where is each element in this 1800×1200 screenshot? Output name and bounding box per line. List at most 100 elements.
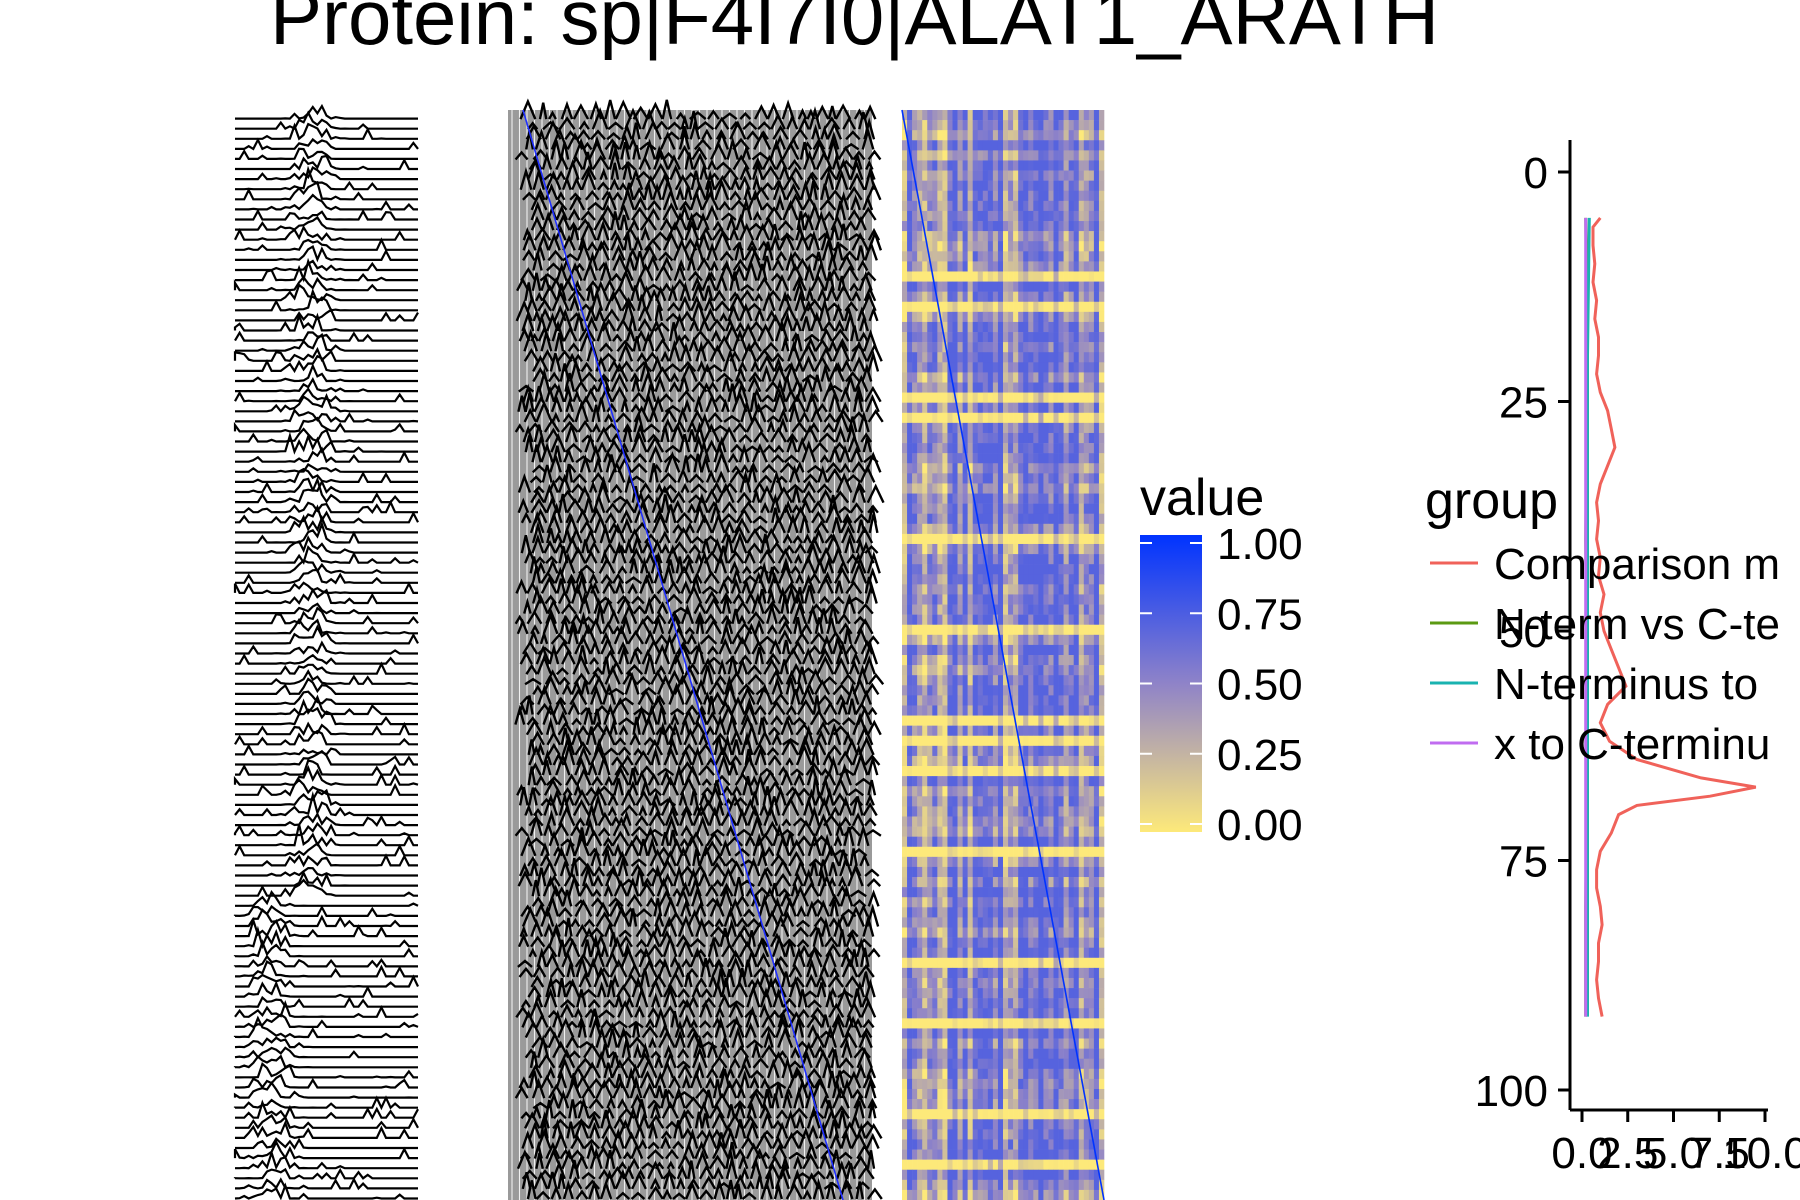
- heat-cell: [932, 988, 938, 999]
- heat-cell: [912, 261, 918, 272]
- heat-cell: [992, 1078, 999, 1090]
- heat-cell: [932, 594, 938, 605]
- heat-cell: [1013, 1159, 1019, 1171]
- heat-cell: [987, 574, 994, 585]
- heat-cell: [912, 705, 918, 716]
- heat-cell: [992, 685, 999, 696]
- heat-cell: [1013, 443, 1019, 454]
- heat-cell: [947, 564, 953, 575]
- heat-cell: [932, 513, 938, 525]
- alignment-glyph-row: [520, 500, 877, 524]
- heat-cell: [922, 745, 928, 757]
- heat-cell: [977, 1068, 984, 1080]
- heat-cell: [1013, 1109, 1019, 1120]
- heat-cell: [992, 745, 999, 757]
- heat-cell: [1023, 917, 1029, 928]
- heat-cell: [962, 836, 968, 848]
- heat-cell: [1023, 150, 1029, 161]
- heat-cell: [977, 735, 984, 747]
- heat-cell: [1023, 483, 1029, 494]
- heat-cell: [1003, 1149, 1009, 1160]
- heat-cell: [967, 1048, 973, 1059]
- heat-cell: [912, 665, 918, 676]
- heat-cell: [937, 251, 943, 262]
- heat-cell: [932, 533, 938, 545]
- heat-cell: [1023, 897, 1029, 908]
- heat-cell: [937, 1189, 943, 1200]
- heat-cell: [1043, 967, 1049, 979]
- heat-cell: [902, 1139, 908, 1150]
- heat-cell: [1043, 1149, 1049, 1160]
- heat-cell: [1023, 473, 1029, 484]
- heat-cell: [1063, 473, 1069, 484]
- heat-cell: [942, 705, 948, 716]
- ridge-line: [233, 346, 418, 362]
- heat-cell: [1038, 190, 1044, 202]
- heat-cell: [937, 190, 943, 202]
- heat-cell: [1043, 624, 1049, 636]
- heat-cell: [982, 715, 989, 726]
- heat-cell: [902, 200, 908, 212]
- heat-cell: [927, 301, 933, 313]
- heat-cell: [1053, 977, 1059, 989]
- heat-cell: [952, 261, 958, 272]
- heat-cell: [932, 564, 938, 575]
- heat-cell: [917, 634, 923, 646]
- heat-cell: [927, 1149, 933, 1160]
- heat-cell: [917, 705, 923, 716]
- heat-cell: [1038, 392, 1044, 403]
- heat-cell: [922, 120, 928, 131]
- heat-cell: [1058, 796, 1064, 807]
- heat-cell: [1008, 362, 1014, 373]
- heat-cell: [1083, 786, 1090, 797]
- heat-cell: [917, 614, 923, 626]
- heat-cell: [982, 766, 989, 777]
- heat-cell: [922, 665, 928, 676]
- heat-cell: [927, 634, 933, 646]
- heat-cell: [1078, 493, 1085, 504]
- heat-cell: [982, 1088, 989, 1100]
- heat-cell: [1083, 210, 1090, 222]
- heat-cell: [1088, 200, 1095, 212]
- alignment-glyph-row: [530, 210, 867, 231]
- heat-cell: [1008, 594, 1014, 605]
- heat-cell: [942, 311, 948, 323]
- heat-cell: [1083, 988, 1090, 999]
- heat-cell: [1003, 150, 1009, 161]
- heat-cell: [1013, 856, 1019, 868]
- ridge-line: [235, 653, 418, 665]
- heat-cell: [977, 584, 984, 595]
- heat-cell: [997, 543, 1004, 555]
- heat-cell: [1028, 110, 1034, 121]
- heat-cell: [967, 160, 973, 171]
- heat-cell: [992, 342, 999, 353]
- heat-cell: [1018, 513, 1024, 525]
- heat-cell: [957, 816, 963, 827]
- heat-cell: [1043, 856, 1049, 868]
- heat-cell: [987, 816, 994, 827]
- heat-cell: [1073, 523, 1080, 535]
- heat-cell: [917, 473, 923, 484]
- heat-cell: [1018, 1129, 1024, 1140]
- heat-cell: [1068, 1099, 1074, 1110]
- heat-cell: [1093, 644, 1100, 656]
- heat-cell: [957, 614, 963, 626]
- heat-cell: [1088, 937, 1095, 948]
- heat-cell: [982, 1008, 989, 1019]
- heat-cell: [1093, 281, 1100, 292]
- heat-cell: [907, 715, 913, 726]
- heat-cell: [922, 644, 928, 656]
- heat-cell: [907, 382, 913, 393]
- heat-cell: [912, 877, 918, 888]
- heat-cell: [1003, 866, 1009, 878]
- heat-cell: [967, 382, 973, 393]
- heat-cell: [1038, 1068, 1044, 1080]
- heat-cell: [932, 554, 938, 565]
- heat-cell: [1018, 977, 1024, 989]
- heat-cell: [987, 1028, 994, 1039]
- heat-cell: [937, 1068, 943, 1080]
- heat-cell: [1058, 1109, 1064, 1120]
- heat-cell: [982, 150, 989, 161]
- heat-cell: [1023, 967, 1029, 979]
- alignment-glyph-row: [528, 1118, 883, 1140]
